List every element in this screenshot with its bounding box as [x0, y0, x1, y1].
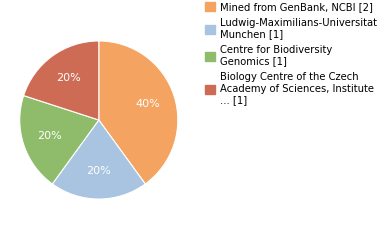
Wedge shape [99, 41, 178, 184]
Text: 20%: 20% [86, 166, 111, 176]
Text: 20%: 20% [38, 131, 62, 141]
Wedge shape [24, 41, 99, 120]
Wedge shape [20, 96, 99, 184]
Text: 20%: 20% [56, 73, 81, 84]
Text: 40%: 40% [135, 99, 160, 109]
Wedge shape [52, 120, 145, 199]
Legend: Mined from GenBank, NCBI [2], Ludwig-Maximilians-Universitat
Munchen [1], Centre: Mined from GenBank, NCBI [2], Ludwig-Max… [203, 0, 378, 107]
